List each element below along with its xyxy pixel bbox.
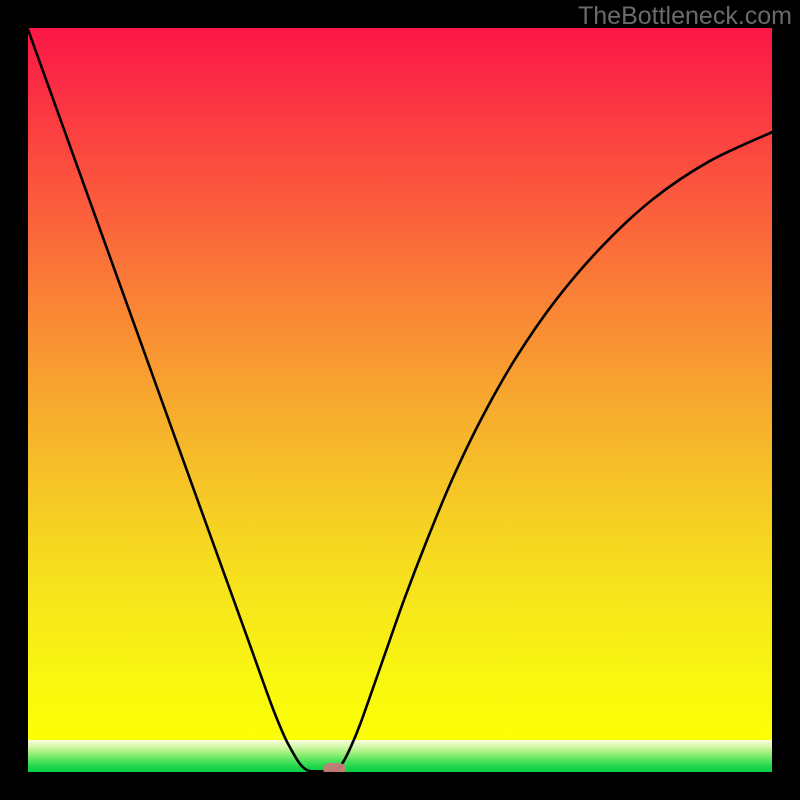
chart-frame	[28, 28, 772, 772]
source-watermark: TheBottleneck.com	[578, 2, 792, 31]
watermark-text: TheBottleneck.com	[578, 2, 792, 30]
optimal-point-marker	[324, 763, 346, 772]
chart-plot	[28, 28, 772, 772]
gradient-background	[28, 28, 772, 772]
